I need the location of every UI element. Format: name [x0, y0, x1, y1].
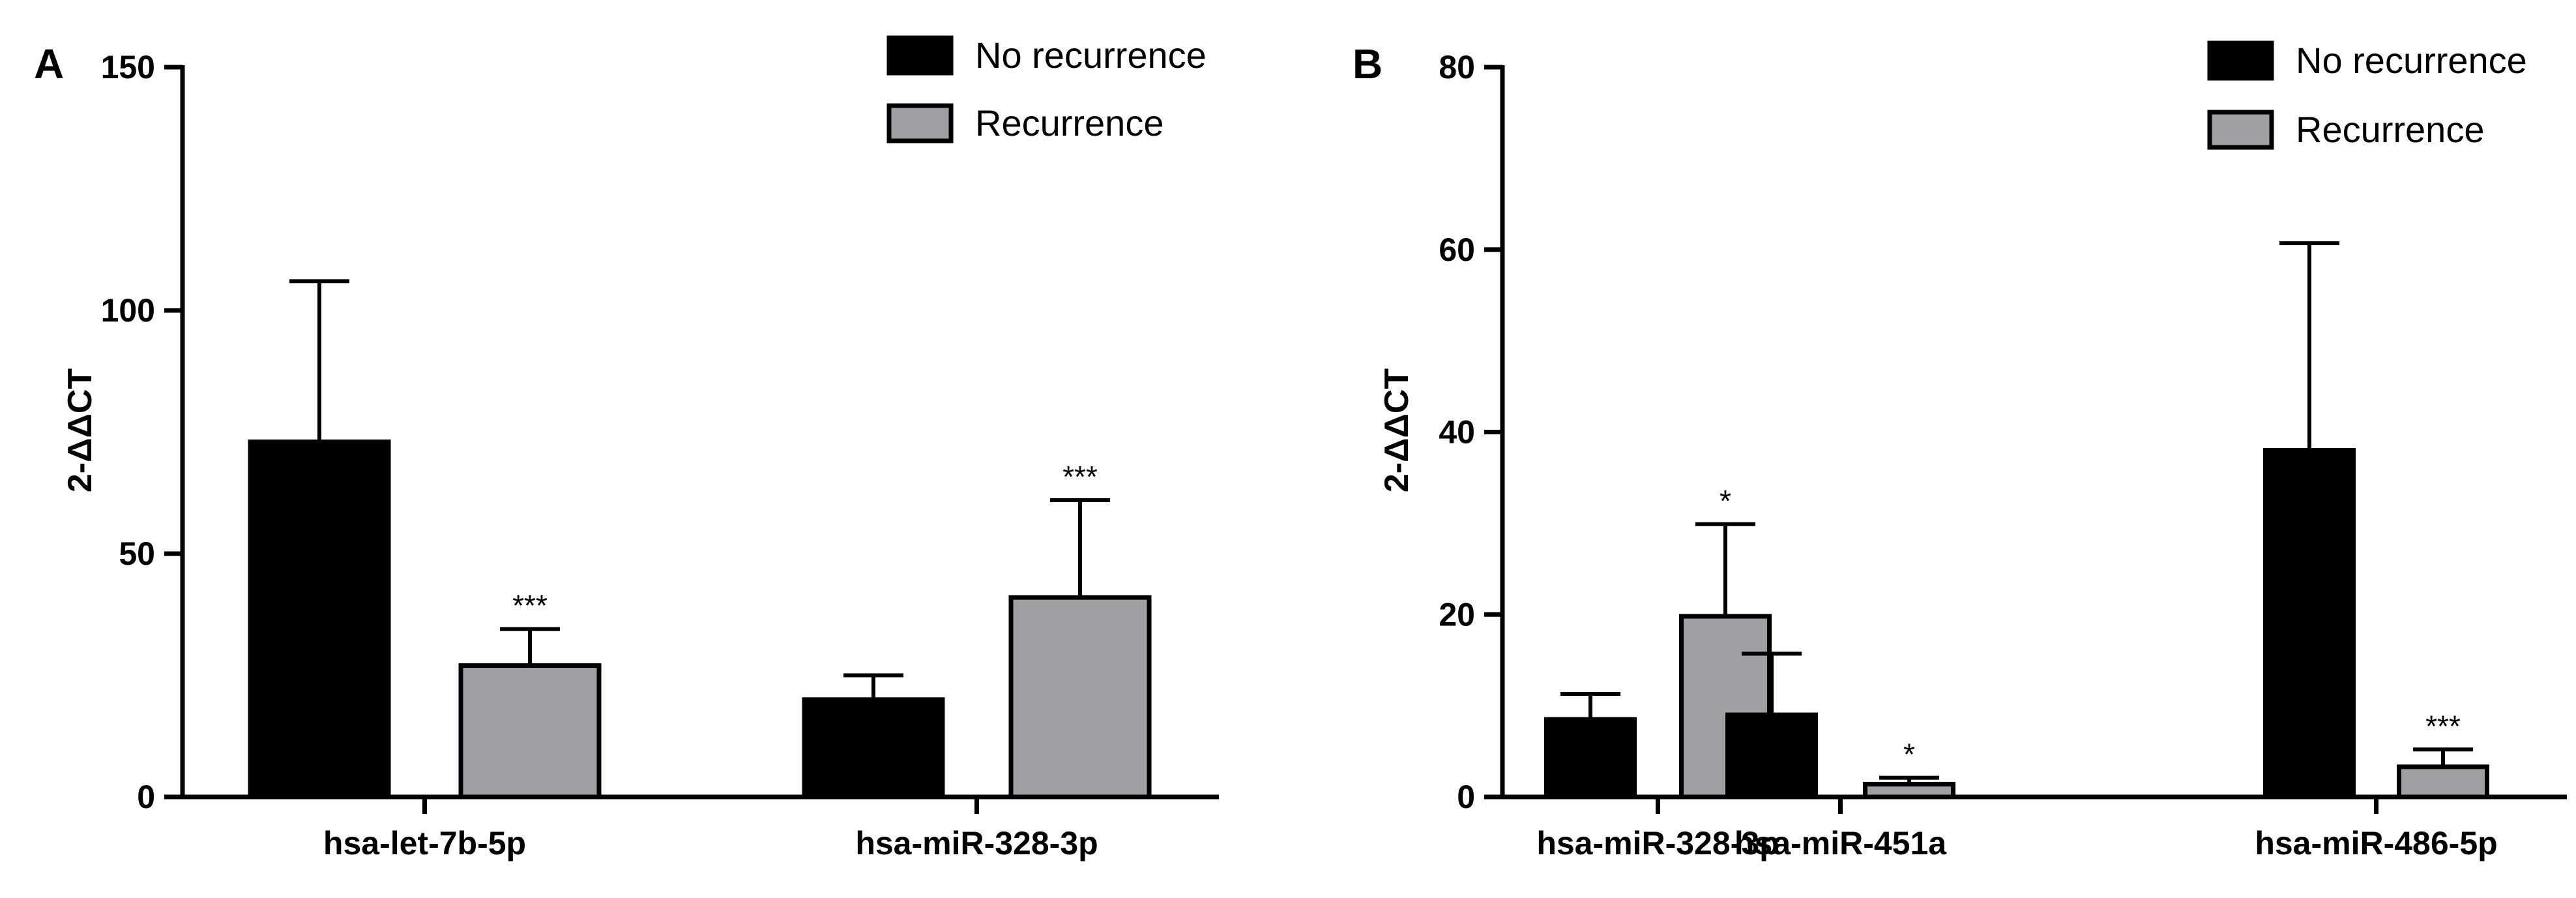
panel-a-category-label-0: hsa-let-7b-5p	[323, 825, 526, 861]
panel-a-significance-label-0: ***	[512, 589, 548, 623]
panel-a-bar-recurrence-1	[1008, 595, 1152, 800]
panel-a-legend-swatch-recurrence	[886, 103, 954, 143]
panel-a-y-tick-label-2: 100	[101, 292, 155, 329]
panel-a-y-tick-label-1: 50	[119, 535, 155, 572]
panel-a-y-tick-label-3: 150	[101, 49, 155, 85]
panel-a-significance-label-1: ***	[1062, 460, 1098, 494]
panel-a-bar-no-recurrence-1	[802, 697, 945, 800]
panel-a-y-tick-label-0: 0	[137, 779, 155, 815]
panel-a-bar-recurrence-0	[458, 663, 602, 800]
panel-b-legend-label-recurrence: Recurrence	[2296, 109, 2484, 150]
panel-b-legend-label-no-recurrence: No recurrence	[2296, 40, 2527, 81]
panel-b-legend-swatch-recurrence	[2207, 110, 2274, 150]
panel-b-bar-no-recurrence-1	[1725, 712, 1818, 800]
panel-b-y-tick-label-0: 0	[1457, 779, 1475, 815]
panel-b-significance-label-1: *	[1903, 738, 1915, 771]
panel-b-y-tick-label-1: 20	[1439, 596, 1475, 633]
panel-b-category-label-1: hsa-miR-451a	[1734, 825, 1947, 861]
panel-b-category-label-0: hsa-miR-328-3p	[1536, 825, 1779, 861]
panel-b-bar-recurrence-2	[2397, 764, 2489, 800]
panel-a-legend-label-no-recurrence: No recurrence	[975, 35, 1207, 76]
panel-b-y-axis-title: 2-ΔΔCT	[1378, 368, 1416, 493]
panel-a-category-label-1: hsa-miR-328-3p	[855, 825, 1098, 861]
panel-a-y-axis-title: 2-ΔΔCT	[61, 368, 99, 493]
panel-b-significance-label-0: *	[1720, 484, 1731, 518]
panel-b-significance-label-2: ***	[2425, 709, 2461, 743]
panel-a-legend-swatch-no-recurrence	[886, 35, 954, 76]
panel-b-category-label-2: hsa-miR-486-5p	[2255, 825, 2497, 861]
panel-b-bar-no-recurrence-0	[1544, 717, 1637, 800]
panel-a-letter: A	[34, 40, 64, 87]
panel-b-y-tick-label-3: 60	[1439, 232, 1475, 268]
panel-b-y-tick-label-2: 40	[1439, 414, 1475, 451]
panel-b-legend-swatch-no-recurrence	[2207, 40, 2274, 81]
panel-b-bar-no-recurrence-2	[2263, 447, 2356, 800]
panel-a-legend-label-recurrence: Recurrence	[975, 102, 1164, 143]
panel-b-y-tick-label-4: 80	[1439, 49, 1475, 85]
panel-a-bar-no-recurrence-0	[248, 439, 391, 800]
panel-b-letter: B	[1353, 40, 1383, 87]
panel-a-chart: A 2-ΔΔCT hsa-let-7b-5p hsa-miR-328-3p *** ***…	[34, 35, 1219, 861]
